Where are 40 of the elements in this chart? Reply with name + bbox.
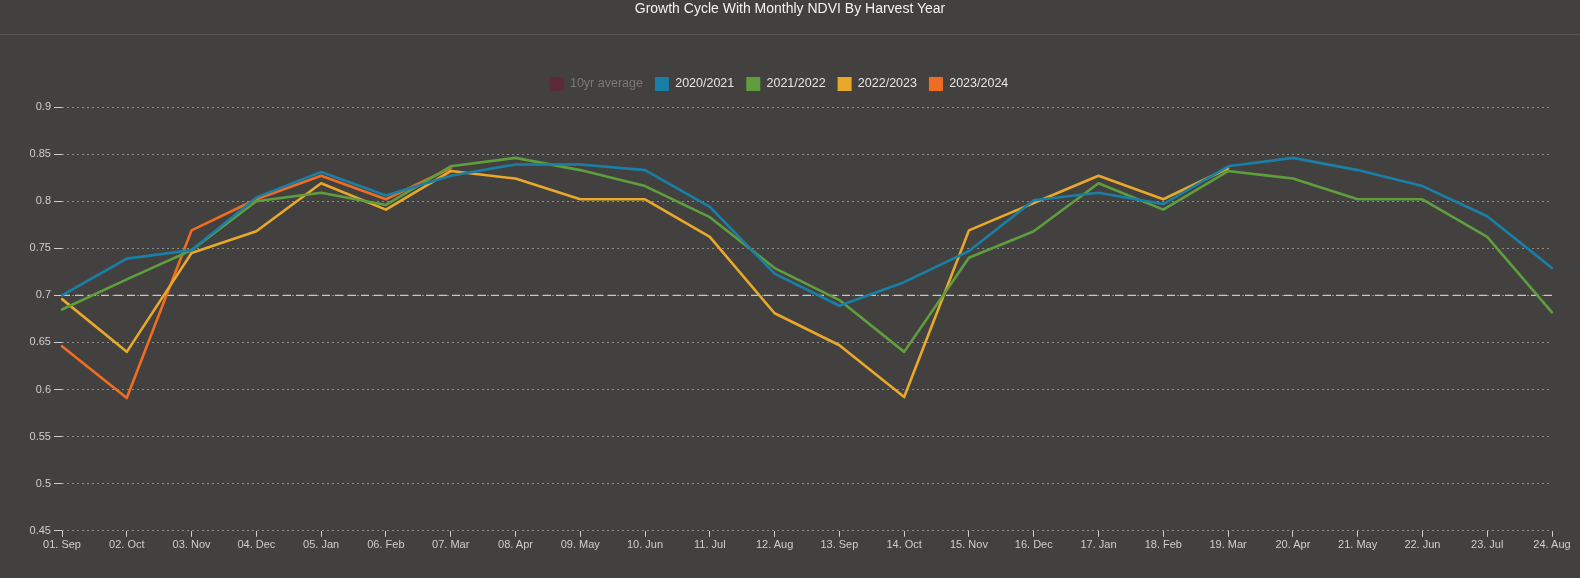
x-tick-label: 17. Jan <box>1080 538 1117 551</box>
x-tick-label: 12. Aug <box>755 538 794 551</box>
legend-label: 2021/2022 <box>766 76 826 91</box>
x-tick-label: 10. Jun <box>627 538 664 551</box>
y-tick-label: 0.9 <box>35 100 51 113</box>
legend-label: 2023/2024 <box>949 76 1009 91</box>
x-tick-label: 13. Sep <box>820 538 859 551</box>
x-tick-label: 06. Feb <box>367 538 405 551</box>
x-tick-label: 24. Aug <box>1533 538 1571 551</box>
x-tick-label: 21. May <box>1338 538 1378 551</box>
x-tick-label: 18. Feb <box>1144 538 1182 551</box>
y-tick-label: 0.7 <box>35 288 51 301</box>
legend-label: 2020/2021 <box>675 76 735 91</box>
y-tick-label: 0.55 <box>29 429 51 442</box>
y-tick-label: 0.6 <box>35 382 51 395</box>
x-tick-label: 07. Mar <box>432 538 470 551</box>
y-tick-label: 0.8 <box>35 194 51 207</box>
x-tick-label: 20. Apr <box>1275 538 1311 551</box>
x-tick-label: 02. Oct <box>109 538 145 551</box>
y-tick-label: 0.45 <box>29 523 51 536</box>
x-tick-label: 23. Jul <box>1471 538 1504 551</box>
x-tick-label: 04. Dec <box>237 538 276 551</box>
x-tick-label: 05. Jan <box>303 538 340 551</box>
y-tick-label: 0.75 <box>29 241 51 254</box>
legend-label: 2022/2023 <box>857 76 917 91</box>
x-tick-label: 16. Dec <box>1014 538 1054 551</box>
y-tick-label: 0.65 <box>29 335 51 348</box>
x-tick-label: 19. Mar <box>1209 538 1248 551</box>
x-tick-label: 11. Jul <box>694 538 726 551</box>
chart-title: Growth Cycle With Monthly NDVI By Harvest Year <box>0 0 1580 35</box>
y-tick-label: 0.5 <box>35 476 51 489</box>
y-tick-label: 0.85 <box>29 147 51 160</box>
x-tick-label: 15. Nov <box>950 538 989 551</box>
x-tick-label: 14. Oct <box>886 538 922 551</box>
x-tick-label: 09. May <box>560 538 601 551</box>
x-tick-label: 03. Nov <box>172 538 212 551</box>
legend-label: 10yr average <box>569 76 643 91</box>
x-tick-label: 01. Sep <box>43 538 81 551</box>
x-tick-label: 22. Jun <box>1404 538 1441 551</box>
x-tick-label: 08. Apr <box>498 538 534 551</box>
